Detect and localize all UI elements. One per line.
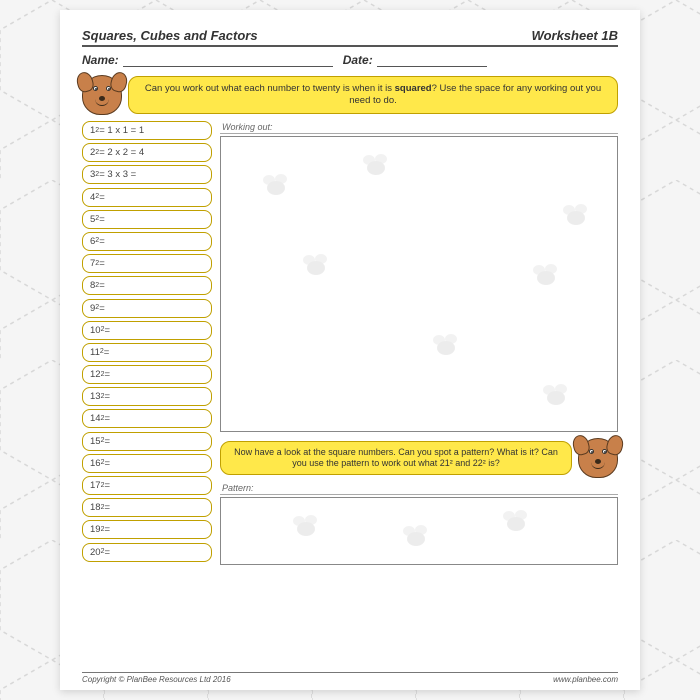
name-input-line[interactable] xyxy=(123,53,333,67)
bee-watermark-icon xyxy=(291,518,321,540)
worksheet-title: Squares, Cubes and Factors xyxy=(82,28,258,43)
right-column: Working out: Now have a look at the squa… xyxy=(220,121,618,565)
bee-watermark-icon xyxy=(261,177,291,199)
bee-watermark-icon xyxy=(531,267,561,289)
square-row[interactable]: 142 = xyxy=(82,409,212,428)
square-row[interactable]: 102 = xyxy=(82,321,212,340)
working-out-area[interactable] xyxy=(220,136,618,432)
name-label: Name: xyxy=(82,53,119,67)
square-row[interactable]: 152 = xyxy=(82,432,212,451)
speech-bubble-2: Now have a look at the square numbers. C… xyxy=(220,441,572,476)
bee-watermark-icon xyxy=(361,157,391,179)
worksheet-number: Worksheet 1B xyxy=(532,28,618,43)
pattern-area[interactable] xyxy=(220,497,618,565)
bee-watermark-icon xyxy=(501,513,531,535)
square-row[interactable]: 42 = xyxy=(82,188,212,207)
square-row[interactable]: 32 = 3 x 3 = xyxy=(82,165,212,184)
square-row[interactable]: 22 = 2 x 2 = 4 xyxy=(82,143,212,162)
name-date-row: Name: Date: xyxy=(82,53,618,67)
bee-watermark-icon xyxy=(561,207,591,229)
worksheet-page: Squares, Cubes and Factors Worksheet 1B … xyxy=(60,10,640,690)
square-row[interactable]: 132 = xyxy=(82,387,212,406)
name-field: Name: xyxy=(82,53,333,67)
square-row[interactable]: 12 = 1 x 1 = 1 xyxy=(82,121,212,140)
square-row[interactable]: 172 = xyxy=(82,476,212,495)
footer-url: www.planbee.com xyxy=(553,675,618,684)
date-label: Date: xyxy=(343,53,373,67)
square-row[interactable]: 192 = xyxy=(82,520,212,539)
pattern-label: Pattern: xyxy=(220,482,618,495)
dog-mascot-icon xyxy=(578,438,618,478)
square-row[interactable]: 72 = xyxy=(82,254,212,273)
number-column: 12 = 1 x 1 = 1 22 = 2 x 2 = 4 32 = 3 x 3 =… xyxy=(82,121,212,565)
bee-watermark-icon xyxy=(541,387,571,409)
square-row[interactable]: 122 = xyxy=(82,365,212,384)
date-field: Date: xyxy=(343,53,487,67)
square-row[interactable]: 52 = xyxy=(82,210,212,229)
speech-bubble-1: Can you work out what each number to twe… xyxy=(128,76,618,114)
working-out-label: Working out: xyxy=(220,121,618,134)
instruction-row-1: Can you work out what each number to twe… xyxy=(82,75,618,115)
dog-mascot-icon xyxy=(82,75,122,115)
bee-watermark-icon xyxy=(431,337,461,359)
instruction-row-2: Now have a look at the square numbers. C… xyxy=(220,438,618,478)
bee-watermark-icon xyxy=(401,528,431,550)
title-bar: Squares, Cubes and Factors Worksheet 1B xyxy=(82,28,618,47)
square-row[interactable]: 112 = xyxy=(82,343,212,362)
bee-watermark-icon xyxy=(301,257,331,279)
square-row[interactable]: 62 = xyxy=(82,232,212,251)
square-row[interactable]: 92 = xyxy=(82,299,212,318)
square-row[interactable]: 182 = xyxy=(82,498,212,517)
footer: Copyright © PlanBee Resources Ltd 2016 w… xyxy=(82,672,618,684)
date-input-line[interactable] xyxy=(377,53,487,67)
square-row[interactable]: 82 = xyxy=(82,276,212,295)
square-row[interactable]: 162 = xyxy=(82,454,212,473)
main-content: 12 = 1 x 1 = 1 22 = 2 x 2 = 4 32 = 3 x 3 =… xyxy=(82,121,618,565)
copyright-text: Copyright © PlanBee Resources Ltd 2016 xyxy=(82,675,231,684)
square-row[interactable]: 202 = xyxy=(82,543,212,562)
